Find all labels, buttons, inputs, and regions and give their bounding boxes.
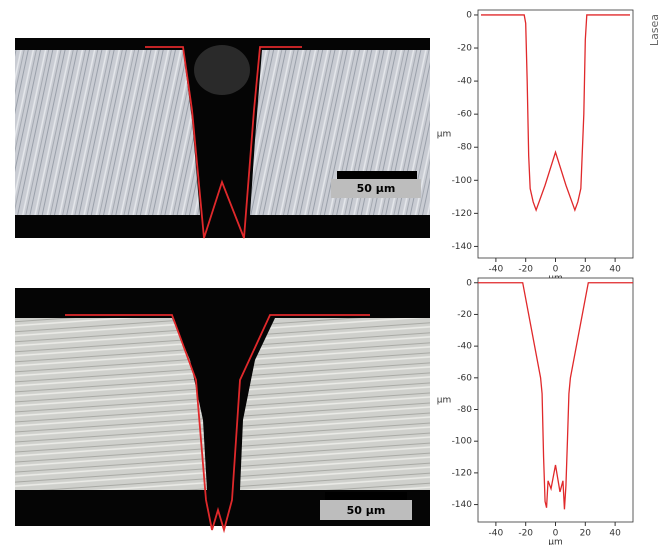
x-tick-label: 20 [580,265,592,275]
x-tick-label: -20 [518,529,533,539]
x-tick-label: 0 [553,529,559,539]
plot-frame [477,277,634,523]
y-tick-label: -60 [457,110,472,120]
y-tick-label: -120 [452,468,473,478]
plot-frame [477,9,634,259]
x-tick-label: -40 [489,265,504,275]
scale-bar-label: 50 µm [347,504,386,517]
x-tick-label: 40 [609,529,621,539]
profile-line [478,282,633,510]
y-tick-label: -140 [452,242,473,252]
y-tick-label: -80 [457,405,472,415]
profile-line [480,14,631,212]
y-tick-label: -60 [457,373,472,383]
y-tick-label: 0 [466,10,472,20]
y-tick-label: -120 [452,209,473,219]
y-tick-label: -40 [457,77,472,87]
scale-bar-label: 50 µm [357,182,396,195]
y-tick-label: -20 [457,310,472,320]
y-tick-label: -140 [452,500,473,510]
x-tick-label: 20 [580,529,592,539]
y-tick-label: -40 [457,342,472,352]
y-tick-label: -100 [452,437,473,447]
y-axis-label: µm [437,130,452,140]
x-tick-label: -40 [489,529,504,539]
y-tick-label: -20 [457,44,472,54]
micrograph: 50 µm [15,288,430,534]
y-axis-label: µm [437,396,452,406]
x-tick-label: 40 [609,265,621,275]
y-tick-label: -80 [457,143,472,153]
x-axis-label: µm [548,538,563,546]
x-tick-label: -20 [518,265,533,275]
y-tick-label: 0 [466,278,472,288]
micrograph: 50 µm [15,38,430,239]
credit: Lasea [648,14,661,46]
x-tick-label: 0 [553,265,559,275]
y-tick-label: -100 [452,176,473,186]
